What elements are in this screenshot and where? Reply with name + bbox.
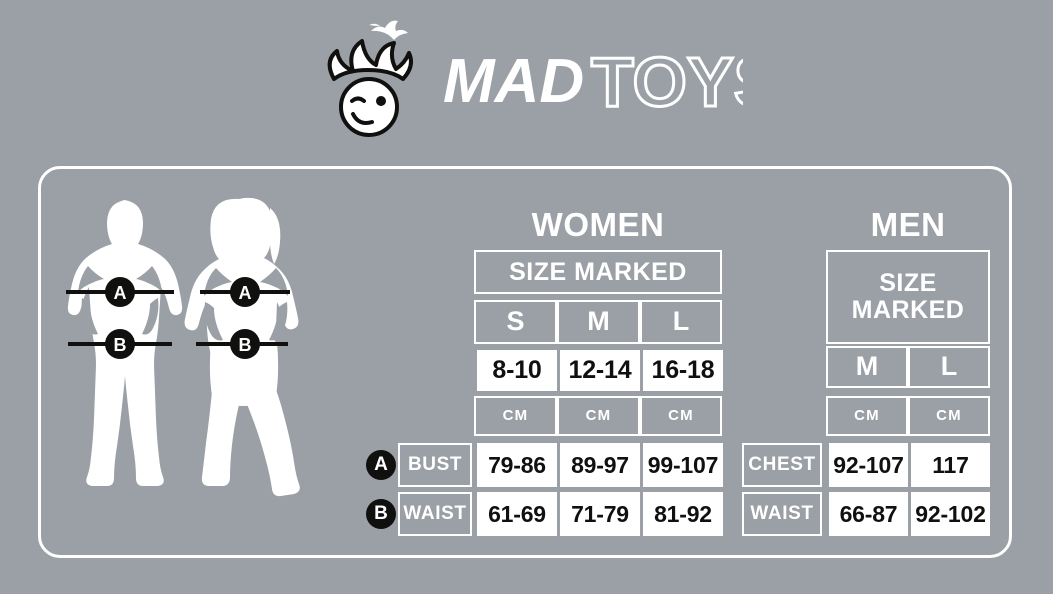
bat-icon [368,20,408,40]
women-row-badge-b: B [366,499,396,529]
wordmark-mad: MAD [443,47,584,116]
women-size-number-s: 8-10 [477,350,557,391]
brand-wordmark: MAD TOYS [443,42,743,123]
women-unit-s: CM [474,396,557,436]
women-row-badge-a: A [366,450,396,480]
women-waist-l: 81-92 [643,492,723,536]
women-size-number-l: 16-18 [643,350,723,391]
badge-b-circle [230,329,260,359]
svg-text:B: B [239,335,252,355]
women-row-label-bust: BUST [398,443,472,487]
brand-logo: MAD TOYS [0,14,1053,144]
badge-b-circle [105,329,135,359]
men-unit-m: CM [826,396,908,436]
men-size-l: L [908,346,990,388]
women-size-s: S [474,300,557,344]
men-section-title: MEN [870,206,946,243]
women-unit-l: CM [640,396,722,436]
women-bust-m: 89-97 [560,443,640,487]
women-size-marked-header: SIZE MARKED [474,250,722,294]
female-marker-a: A [200,277,290,307]
women-unit-m: CM [557,396,640,436]
men-size-m: M [826,346,908,388]
women-waist-m: 71-79 [560,492,640,536]
svg-text:B: B [114,335,127,355]
men-unit-l: CM [908,396,990,436]
women-section-title: WOMEN [531,206,665,243]
badge-a-circle [230,277,260,307]
wordmark-toys: TOYS [591,43,743,121]
men-chest-m: 92-107 [829,443,908,487]
women-waist-s: 61-69 [477,492,557,536]
women-row-label-waist: WAIST [398,492,472,536]
male-marker-b: B [68,329,172,359]
men-row-label-waist: WAIST [742,492,822,536]
women-bust-s: 79-86 [477,443,557,487]
male-marker-a: A [66,277,174,307]
female-marker-b: B [196,329,288,359]
svg-text:A: A [239,283,252,303]
women-size-number-m: 12-14 [560,350,640,391]
women-bust-l: 99-107 [643,443,723,487]
male-silhouette: A B [66,200,183,486]
svg-text:A: A [114,283,127,303]
men-size-marked-header: SIZE MARKED [826,250,990,344]
men-chest-l: 117 [911,443,990,487]
men-waist-m: 66-87 [829,492,908,536]
men-row-label-chest: CHEST [742,443,822,487]
size-chart-panel [38,166,1012,558]
men-waist-l: 92-102 [911,492,990,536]
female-silhouette: A B [184,197,300,497]
badge-a-circle [105,277,135,307]
measurement-figures: A B A [48,192,360,540]
women-size-m: M [557,300,640,344]
women-size-l: L [640,300,722,344]
jester-face-icon [327,20,413,137]
